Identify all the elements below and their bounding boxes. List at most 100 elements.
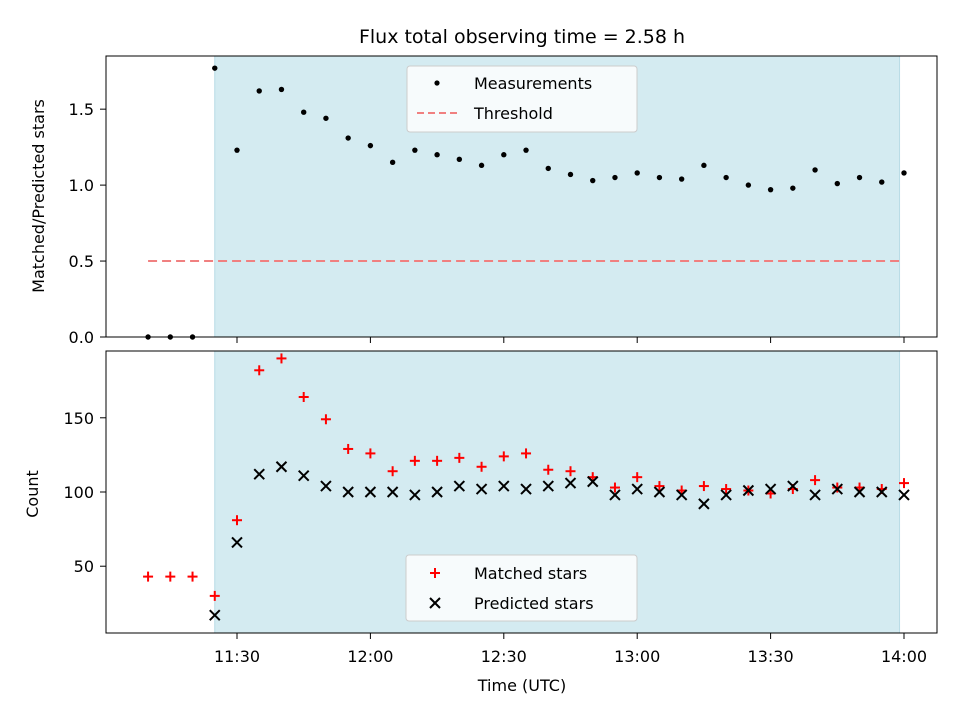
predicted-star-point bbox=[320, 480, 332, 492]
chart-title: Flux total observing time = 2.58 h bbox=[359, 26, 685, 48]
ratio-y-axis-label: Matched/Predicted stars bbox=[29, 99, 48, 293]
predicted-star-point bbox=[542, 480, 554, 492]
measurement-point bbox=[412, 147, 418, 153]
measurement-point bbox=[345, 135, 351, 141]
matched-star-point bbox=[565, 466, 576, 477]
measurement-point bbox=[234, 147, 240, 153]
measurement-point bbox=[723, 174, 729, 181]
ratio-ytick-label: 0.0 bbox=[69, 328, 94, 347]
matched-star-point bbox=[343, 443, 354, 454]
measurement-point bbox=[478, 162, 485, 169]
measurement-point bbox=[212, 65, 218, 71]
predicted-star-point bbox=[898, 489, 910, 501]
measurement-point bbox=[767, 186, 774, 193]
count-xtick-label: 14:00 bbox=[881, 647, 927, 666]
matched-star-point bbox=[721, 484, 732, 495]
count-ytick-label: 100 bbox=[63, 483, 94, 502]
predicted-star-point bbox=[631, 483, 643, 495]
measurement-point bbox=[501, 152, 507, 158]
count-xtick-label: 11:30 bbox=[214, 647, 260, 666]
matched-star-point bbox=[254, 365, 265, 376]
matched-star-point bbox=[810, 475, 821, 486]
predicted-star-point bbox=[831, 483, 844, 495]
predicted-star-point bbox=[386, 486, 399, 498]
measurement-point bbox=[256, 88, 262, 94]
predicted-star-point bbox=[876, 486, 888, 498]
measurement-point bbox=[367, 142, 374, 149]
predicted-star-point bbox=[653, 486, 666, 498]
predicted-star-point bbox=[364, 486, 377, 498]
predicted-star-point bbox=[609, 489, 621, 501]
matched-star-point bbox=[320, 414, 331, 425]
ratio-ytick-label: 0.5 bbox=[69, 252, 94, 271]
legend-threshold-label: Threshold bbox=[473, 104, 553, 123]
predicted-star-point bbox=[787, 480, 799, 492]
measurement-point bbox=[278, 86, 285, 93]
predicted-star-point bbox=[675, 489, 688, 501]
legend-predicted-label: Predicted stars bbox=[474, 594, 594, 613]
matched-star-point bbox=[498, 451, 509, 462]
predicted-star-point bbox=[742, 484, 755, 497]
measurement-point bbox=[456, 156, 463, 162]
predicted-star-point bbox=[409, 489, 421, 501]
count-xtick-label: 12:00 bbox=[347, 647, 393, 666]
matched-star-point bbox=[632, 472, 643, 483]
predicted-star-point bbox=[231, 536, 243, 549]
measurement-point bbox=[634, 170, 640, 176]
matched-star-point bbox=[232, 515, 242, 526]
measurement-point bbox=[389, 159, 396, 166]
count-xtick-label: 13:00 bbox=[614, 647, 660, 666]
measurement-point bbox=[656, 174, 663, 181]
count-ytick-label: 50 bbox=[74, 557, 94, 576]
predicted-star-point bbox=[453, 480, 466, 492]
predicted-star-point bbox=[275, 461, 288, 473]
measurement-point bbox=[612, 174, 618, 181]
count-xtick-label: 13:30 bbox=[748, 647, 794, 666]
predicted-star-point bbox=[520, 483, 532, 495]
predicted-star-point bbox=[498, 480, 510, 492]
predicted-star-point bbox=[342, 486, 354, 498]
matched-star-point bbox=[698, 481, 709, 492]
matched-star-point bbox=[899, 478, 909, 489]
predicted-star-point bbox=[853, 486, 866, 498]
measurement-point bbox=[901, 170, 907, 176]
measurement-point bbox=[434, 152, 440, 158]
predicted-star-point bbox=[253, 468, 265, 480]
predicted-star-point bbox=[587, 475, 599, 488]
measurement-point bbox=[567, 171, 574, 178]
matched-star-point bbox=[187, 571, 198, 582]
matched-star-point bbox=[209, 590, 220, 601]
measurement-point bbox=[590, 177, 596, 184]
legend-predicted-marker bbox=[429, 597, 441, 609]
predicted-star-point bbox=[564, 477, 577, 489]
measurement-point bbox=[879, 179, 885, 185]
legend-measurements-label: Measurements bbox=[474, 74, 592, 93]
measurement-point bbox=[323, 115, 329, 121]
matched-star-point bbox=[387, 466, 398, 477]
matched-star-point bbox=[654, 481, 665, 492]
ratio-ytick-label: 1.5 bbox=[69, 100, 94, 119]
matched-star-point bbox=[432, 455, 443, 466]
predicted-star-point bbox=[698, 498, 710, 510]
predicted-star-point bbox=[809, 489, 821, 501]
ratio-ytick-label: 1.0 bbox=[69, 176, 94, 195]
measurement-point bbox=[834, 180, 840, 187]
count-y-axis-label: Count bbox=[23, 470, 42, 518]
matched-star-point bbox=[409, 455, 420, 466]
measurement-point bbox=[301, 109, 307, 115]
matched-star-point bbox=[454, 452, 465, 463]
ratio-panel-frame bbox=[105, 55, 938, 338]
legend-matched-marker bbox=[430, 568, 440, 578]
measurement-point bbox=[701, 162, 707, 169]
matched-star-point bbox=[476, 461, 487, 472]
matched-star-point bbox=[521, 448, 532, 459]
measurement-point bbox=[545, 165, 551, 172]
count-x-axis-label: Time (UTC) bbox=[477, 676, 566, 695]
predicted-star-point bbox=[297, 469, 310, 482]
ratio-legend: Measurements Threshold bbox=[406, 65, 638, 133]
matched-star-point bbox=[365, 448, 376, 459]
predicted-star-point bbox=[764, 483, 777, 495]
measurement-point bbox=[856, 174, 863, 181]
count-ytick-label: 150 bbox=[63, 409, 94, 428]
